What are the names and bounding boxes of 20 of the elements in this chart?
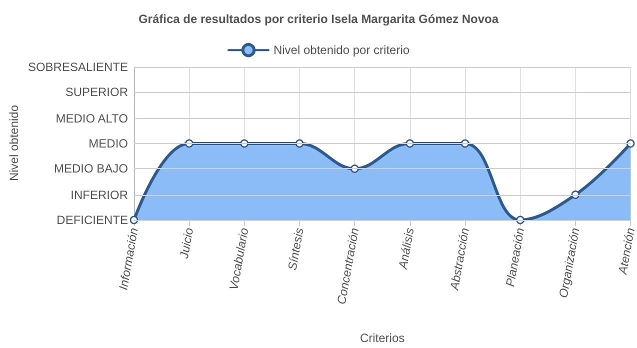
x-tick-label: Vocabulario [226,226,252,292]
x-tick-label: Organización [556,226,582,299]
ref-line-label: SUPERIOR [65,85,128,100]
x-tick-label: Síntesis [285,226,306,272]
legend-label: Nivel obtenido por criterio [273,43,410,58]
x-tick-label: Juicio [176,226,196,260]
chart-title: Gráfica de resultados por criterio Isela Margarita Gómez Novoa [138,12,499,26]
x-tick-label: Planeación [502,226,528,288]
ref-line-label: INFERIOR [70,188,128,202]
ref-line-label: MEDIO ALTO [56,111,128,126]
ref-line-label: SOBRESALIENTE [28,60,128,74]
ref-line-label: DEFICIENTE [56,213,128,227]
x-tick-label: Atención [615,226,637,276]
x-tick-label: Análisis [396,226,417,271]
ref-line-label: MEDIO [88,136,128,150]
x-tick-label: Información [116,226,141,291]
ref-line-label: MEDIO BAJO [54,162,128,176]
text: Nivel obtenido [7,104,21,182]
x-axis-title: Criterios [360,331,405,345]
x-tick-label: Abstracción [447,226,472,292]
